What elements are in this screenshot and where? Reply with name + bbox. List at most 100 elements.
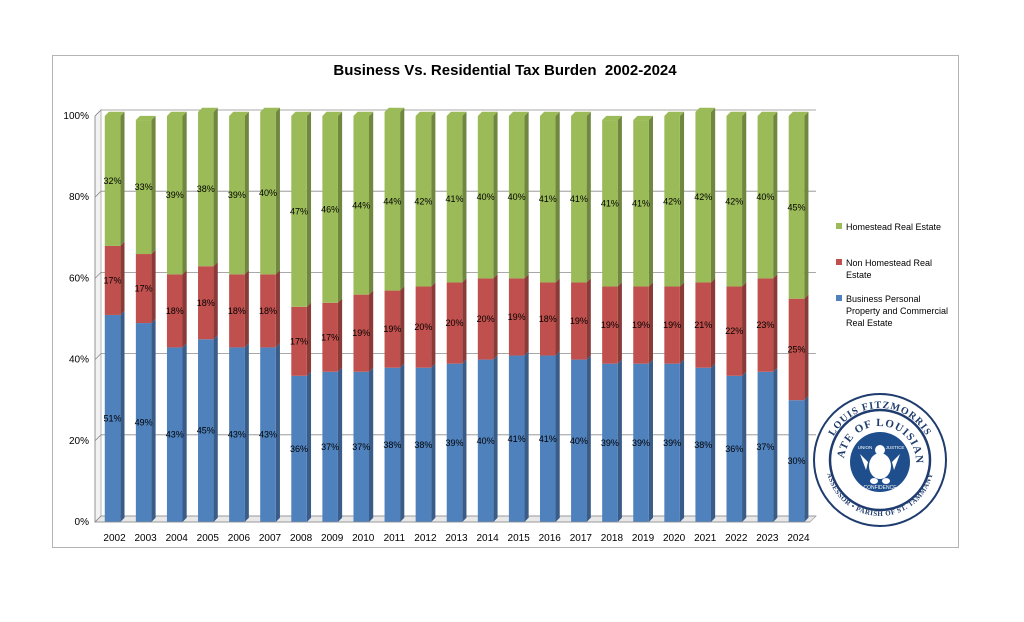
bar-side (275, 343, 280, 522)
bar-top (322, 111, 343, 116)
bar-segment (508, 355, 525, 522)
bar-side (773, 367, 778, 522)
bar-segment (695, 367, 711, 522)
bar-side (493, 274, 498, 360)
y-tick-label: 40% (69, 355, 89, 366)
bar-side (524, 274, 529, 356)
bar-segment (539, 355, 556, 522)
data-label: 25% (787, 344, 805, 354)
bar-side (244, 111, 249, 275)
bar-segment (353, 294, 370, 372)
x-tick-label: 2007 (259, 533, 282, 544)
bar-top (198, 107, 218, 112)
bar-segment (788, 298, 805, 401)
bar-segment (135, 323, 152, 522)
data-label: 41% (508, 434, 526, 444)
bar-segment (291, 116, 307, 307)
bar-segment (757, 371, 774, 522)
bar-top (229, 111, 249, 116)
x-tick-label: 2020 (663, 533, 686, 544)
gridline-diag (94, 272, 102, 279)
bar-segment (726, 116, 743, 287)
bar-segment (166, 116, 183, 275)
bar-segment (757, 278, 774, 372)
x-tick-label: 2008 (290, 533, 313, 544)
bar-side (120, 241, 125, 315)
bar-segment (571, 359, 587, 522)
bar-top (695, 107, 716, 112)
bar-side (617, 115, 622, 287)
bar-segment (508, 116, 525, 279)
bar-side (555, 111, 560, 283)
data-label: 20% (477, 314, 495, 324)
gridline-diag (94, 109, 102, 117)
data-label: 45% (787, 202, 805, 212)
bar-side (275, 107, 280, 275)
bar-side (742, 111, 747, 287)
bar-segment (602, 286, 618, 364)
x-tick-label: 2012 (414, 533, 437, 544)
bar-side (400, 286, 405, 368)
x-tick-label: 2009 (321, 533, 344, 544)
bar-side (306, 302, 312, 376)
bar-side (151, 318, 156, 522)
bar-top (571, 111, 591, 116)
data-label: 18% (197, 298, 215, 308)
legend-swatch-homestead (836, 223, 842, 229)
bar-side (648, 282, 653, 364)
data-label: 17% (290, 336, 308, 346)
bar-side (524, 351, 529, 522)
data-label: 44% (383, 196, 401, 206)
gridline-diag (94, 190, 102, 198)
bar-segment (229, 347, 245, 522)
legend-label-non-homestead: Non Homestead Real Estate (846, 258, 933, 280)
bar-top (353, 111, 374, 116)
bar-segment (291, 375, 307, 522)
bar-segment (322, 302, 338, 372)
bar-segment (415, 286, 432, 368)
bar-side (804, 294, 809, 401)
x-tick-label: 2021 (694, 533, 717, 544)
bar-side (617, 359, 622, 522)
x-tick-label: 2002 (103, 533, 126, 544)
data-label: 18% (228, 306, 246, 316)
data-label: 17% (321, 332, 339, 342)
data-label: 44% (352, 200, 370, 210)
bar-top (260, 107, 280, 112)
bar-top (757, 111, 778, 116)
bar-side (679, 359, 685, 522)
bar-segment (291, 306, 307, 376)
bar-segment (198, 339, 214, 522)
bar-side (555, 278, 560, 356)
bar-side (462, 359, 467, 522)
data-label: 30% (787, 456, 805, 466)
data-label: 42% (694, 192, 712, 202)
data-label: 17% (135, 284, 153, 294)
data-label: 36% (725, 444, 743, 454)
bar-side (306, 371, 312, 522)
bar-segment (353, 371, 370, 522)
data-label: 37% (352, 442, 370, 452)
bar-side (369, 367, 374, 522)
bar-top (602, 115, 622, 121)
bar-top (104, 111, 125, 116)
bar-side (244, 343, 249, 522)
bar-side (462, 111, 467, 283)
bar-segment (477, 359, 494, 522)
legend-swatch-business (836, 295, 842, 301)
bar-top (446, 111, 467, 116)
bar-segment (477, 116, 494, 279)
bar-segment (104, 245, 121, 315)
data-label: 47% (290, 206, 308, 216)
data-label: 18% (166, 306, 184, 316)
data-label: 49% (135, 418, 153, 428)
data-label: 18% (539, 314, 557, 324)
bar-segment (602, 363, 618, 522)
bar-top (477, 111, 498, 116)
bar-side (710, 363, 716, 522)
bar-side (400, 107, 405, 291)
bar-side (617, 282, 622, 364)
bar-side (524, 111, 529, 279)
gridline-diag (94, 353, 102, 360)
bar-side (648, 115, 653, 287)
